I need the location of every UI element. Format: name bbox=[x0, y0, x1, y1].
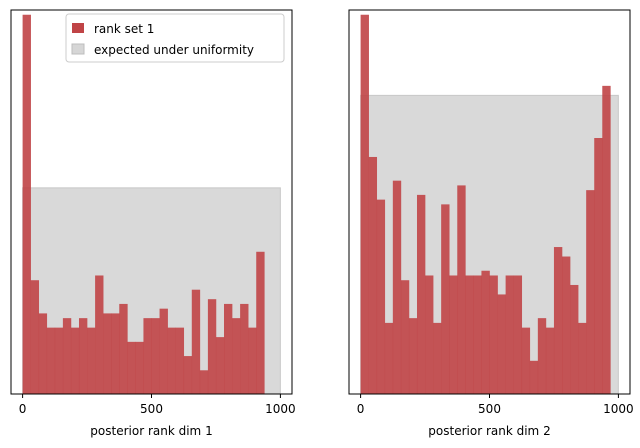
histogram-bar bbox=[256, 251, 265, 394]
histogram-bar bbox=[425, 275, 434, 394]
histogram-bar bbox=[368, 156, 378, 394]
x-tick-label: 0 bbox=[19, 402, 27, 416]
x-tick-label: 1000 bbox=[265, 402, 296, 416]
histogram-bar bbox=[441, 204, 450, 394]
histogram-bar bbox=[594, 138, 603, 394]
histogram-bar bbox=[473, 275, 482, 394]
x-axis-label: posterior rank dim 2 bbox=[428, 424, 550, 438]
histogram-bar bbox=[465, 275, 474, 394]
histogram-bar bbox=[151, 318, 160, 394]
histogram-bar bbox=[127, 341, 136, 394]
histogram-bar bbox=[232, 318, 241, 394]
histogram-bar bbox=[586, 190, 595, 394]
histogram-bar bbox=[521, 327, 531, 394]
histogram-bar bbox=[95, 275, 104, 394]
histogram-bar bbox=[119, 303, 128, 394]
histogram-bar bbox=[360, 14, 369, 394]
bar-layer bbox=[360, 14, 611, 394]
histogram-bar bbox=[578, 322, 587, 394]
histogram-bar bbox=[215, 337, 225, 394]
histogram-bar bbox=[183, 356, 193, 394]
histogram-bar bbox=[433, 322, 442, 394]
histogram-bar bbox=[191, 289, 201, 394]
x-tick-label: 0 bbox=[357, 402, 365, 416]
histogram-bar bbox=[199, 370, 209, 394]
histogram-bar bbox=[392, 180, 402, 394]
histogram-bar bbox=[70, 327, 80, 394]
chart-panel-dim-2: 0 500 1000 posterior rank dim 2 bbox=[348, 9, 634, 438]
histogram-bar bbox=[87, 327, 96, 394]
legend-label-rank-set: rank set 1 bbox=[94, 22, 154, 36]
histogram-bar bbox=[62, 318, 72, 394]
histogram-bar bbox=[248, 327, 257, 394]
histogram-bar bbox=[416, 194, 426, 394]
legend-swatch-expected bbox=[71, 43, 85, 55]
x-tick-label: 500 bbox=[478, 402, 501, 416]
histogram-bar bbox=[408, 318, 418, 394]
histogram-bar bbox=[207, 299, 217, 394]
histogram-bar bbox=[553, 247, 563, 394]
x-axis-label: posterior rank dim 1 bbox=[90, 424, 212, 438]
histogram-bar bbox=[545, 327, 555, 394]
histogram-bar bbox=[135, 341, 144, 394]
x-tick-label: 500 bbox=[140, 402, 163, 416]
legend: rank set 1 expected under uniformity bbox=[65, 13, 285, 63]
histogram-bar bbox=[529, 360, 539, 394]
histogram-bar bbox=[489, 275, 498, 394]
histogram-bar bbox=[159, 308, 168, 394]
histogram-bar bbox=[175, 327, 185, 394]
histogram-bar bbox=[457, 185, 466, 394]
histogram-bar bbox=[537, 318, 547, 394]
histogram-bar bbox=[167, 327, 176, 394]
histogram-bar bbox=[224, 303, 233, 394]
histogram-bar bbox=[78, 318, 88, 394]
histogram-bar bbox=[481, 270, 490, 394]
x-axis-ticks: 0 500 1000 bbox=[19, 394, 296, 416]
histogram-bar bbox=[505, 275, 514, 394]
histogram-bar bbox=[562, 256, 571, 394]
histogram-bar bbox=[400, 280, 410, 394]
histogram-bar bbox=[376, 199, 386, 394]
legend-swatch-rank-set bbox=[72, 23, 84, 33]
histogram-bar bbox=[143, 318, 152, 394]
histogram-bar bbox=[513, 275, 523, 394]
histogram-bar bbox=[384, 322, 394, 394]
histogram-bar bbox=[602, 85, 611, 394]
bar-layer bbox=[22, 14, 265, 394]
histogram-bar bbox=[240, 303, 249, 394]
histogram-bar bbox=[38, 313, 48, 394]
histogram-bar bbox=[570, 284, 579, 394]
histogram-bar bbox=[22, 14, 31, 394]
x-axis-ticks: 0 500 1000 bbox=[357, 394, 634, 416]
histogram-bar bbox=[30, 280, 40, 394]
x-tick-label: 1000 bbox=[603, 402, 634, 416]
chart-panel-dim-1: 0 500 1000 posterior rank dim 1 rank set 1… bbox=[10, 9, 296, 438]
histogram-bar bbox=[111, 313, 120, 394]
histogram-bar bbox=[449, 275, 458, 394]
histogram-bar bbox=[46, 327, 56, 394]
histogram-bar bbox=[54, 327, 64, 394]
legend-label-expected: expected under uniformity bbox=[94, 43, 254, 57]
legend-frame bbox=[65, 13, 285, 63]
histogram-bar bbox=[103, 313, 112, 394]
histogram-bar bbox=[497, 294, 506, 394]
